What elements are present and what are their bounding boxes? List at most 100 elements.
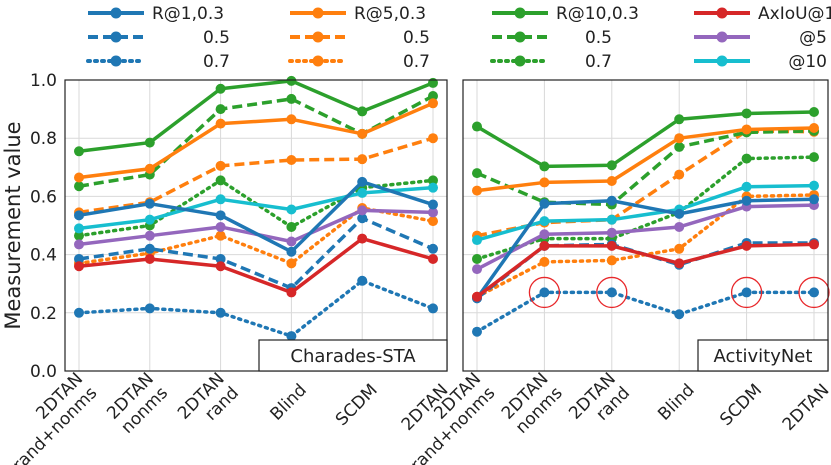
data-point-r10_07 <box>74 230 84 241</box>
legend-item-r5_03: R@5,0.3 <box>290 4 426 24</box>
highlight-circle <box>798 276 830 309</box>
data-point-ax1 <box>428 253 438 264</box>
data-point-r10_03 <box>357 106 368 117</box>
panel-1: 0.0 0.2 0.4 0.6 0.8 1.0 Charades-STA 2DTANrand+… <box>9 71 453 465</box>
legend-marker <box>514 31 526 43</box>
legend-marker <box>110 31 122 43</box>
data-point-r1_07 <box>74 307 84 318</box>
data-point-r10_03 <box>606 160 617 171</box>
legend-item-ax1: AxIoU@1 <box>694 4 831 24</box>
series-line-r1_03 <box>78 180 434 254</box>
series-line-ax1 <box>78 236 434 295</box>
legend-item-r1_07: 0.7 <box>86 52 230 72</box>
data-point-r1_07 <box>809 287 819 298</box>
data-point-r1_05 <box>428 243 438 254</box>
data-point-r1_03 <box>357 176 368 187</box>
legend-marker <box>312 55 324 67</box>
data-point-ax5 <box>428 207 438 218</box>
series-line-r1_05 <box>78 216 434 290</box>
x-tick-label: SCDM <box>332 380 382 430</box>
legend-label: R@5,0.3 <box>354 4 426 24</box>
y-tick-label: 0.0 <box>30 362 57 382</box>
panel-frame <box>462 79 829 372</box>
data-point-ax1 <box>357 233 368 244</box>
data-point-ax10 <box>144 214 155 225</box>
data-point-r1_03 <box>741 195 752 206</box>
x-tick-label: 2DTAN <box>779 380 831 435</box>
y-tick-label: 0.8 <box>30 129 57 149</box>
legend-marker <box>110 55 122 67</box>
data-point-r1_07 <box>428 303 438 314</box>
data-point-r10_05 <box>674 141 685 152</box>
data-point-r5_07 <box>428 216 438 227</box>
legend-label: R@10,0.3 <box>556 4 639 24</box>
data-point-r1_03 <box>539 198 550 209</box>
data-point-r1_05 <box>215 253 226 264</box>
data-point-r1_07 <box>357 275 368 286</box>
data-point-r5_05 <box>286 155 297 166</box>
data-point-r1_07 <box>539 287 550 298</box>
data-point-r5_07 <box>286 258 297 269</box>
legend-item-r10_05: 0.5 <box>492 28 612 48</box>
legend-marker <box>716 31 728 43</box>
data-point-r10_07 <box>215 175 226 186</box>
series-line-r5_03 <box>476 126 815 193</box>
series-line-r1_07 <box>475 290 816 334</box>
data-point-r5_03 <box>357 128 368 139</box>
data-point-ax10 <box>428 182 438 193</box>
data-point-r5_05 <box>215 160 226 171</box>
data-point-r10_05 <box>286 93 297 104</box>
legend-item-r10_03: R@10,0.3 <box>492 4 639 24</box>
panel-label: Charades-STA <box>290 346 416 367</box>
data-point-r10_05 <box>215 104 226 115</box>
data-point-ax5 <box>74 239 84 250</box>
data-point-r10_03 <box>674 114 685 125</box>
data-point-r1_07 <box>741 287 752 298</box>
data-point-ax1 <box>606 240 617 251</box>
panel-label-box <box>258 339 448 372</box>
legend-label: @10 <box>788 52 827 72</box>
data-point-r1_05 <box>74 253 84 264</box>
series-line-ax1 <box>475 242 815 299</box>
series-line-r1_03 <box>475 197 815 300</box>
data-point-r10_05 <box>74 181 84 192</box>
data-point-r10_05 <box>428 91 438 102</box>
legend-label: 0.7 <box>203 52 230 72</box>
legend-marker <box>110 7 122 19</box>
y-tick-label: 1.0 <box>30 71 57 91</box>
data-point-ax5 <box>357 205 368 216</box>
legend-item-r5_07: 0.7 <box>288 52 430 72</box>
data-point-r1_07 <box>606 287 617 298</box>
data-point-ax5 <box>144 230 155 241</box>
data-point-r5_03 <box>144 163 155 174</box>
legend-marker <box>514 55 526 67</box>
data-point-r5_03 <box>809 123 819 134</box>
data-point-r1_03 <box>215 210 226 221</box>
y-tick-label: 0.6 <box>30 187 57 207</box>
data-point-r1_07 <box>286 331 297 342</box>
legend-marker <box>312 7 324 19</box>
data-point-r10_03 <box>809 107 819 118</box>
legend-marker <box>312 31 324 43</box>
x-tick-label-line: SCDM <box>716 380 766 430</box>
y-axis-title: Measurement value <box>1 121 25 329</box>
y-tick-label: 0.2 <box>30 304 57 324</box>
x-tick-label-line: SCDM <box>332 380 382 430</box>
panel-label: ActivityNet <box>714 346 813 367</box>
legend-label: R@1,0.3 <box>152 4 224 24</box>
highlight-circle <box>596 276 628 309</box>
data-point-r1_07 <box>674 309 685 320</box>
legend-marker <box>716 7 728 19</box>
data-point-ax1 <box>674 258 685 269</box>
data-point-r5_03 <box>74 172 84 183</box>
data-point-r5_05 <box>674 169 685 180</box>
data-point-ax10 <box>74 223 84 234</box>
x-tick-label: 2DTANnonms <box>103 369 172 438</box>
data-point-ax1 <box>74 261 84 272</box>
data-point-r1_07 <box>472 326 482 337</box>
legend-item-ax5: @5 <box>694 28 827 48</box>
data-point-r1_07 <box>215 307 226 318</box>
legend-label: 0.7 <box>403 52 430 72</box>
data-point-ax10 <box>357 187 368 198</box>
